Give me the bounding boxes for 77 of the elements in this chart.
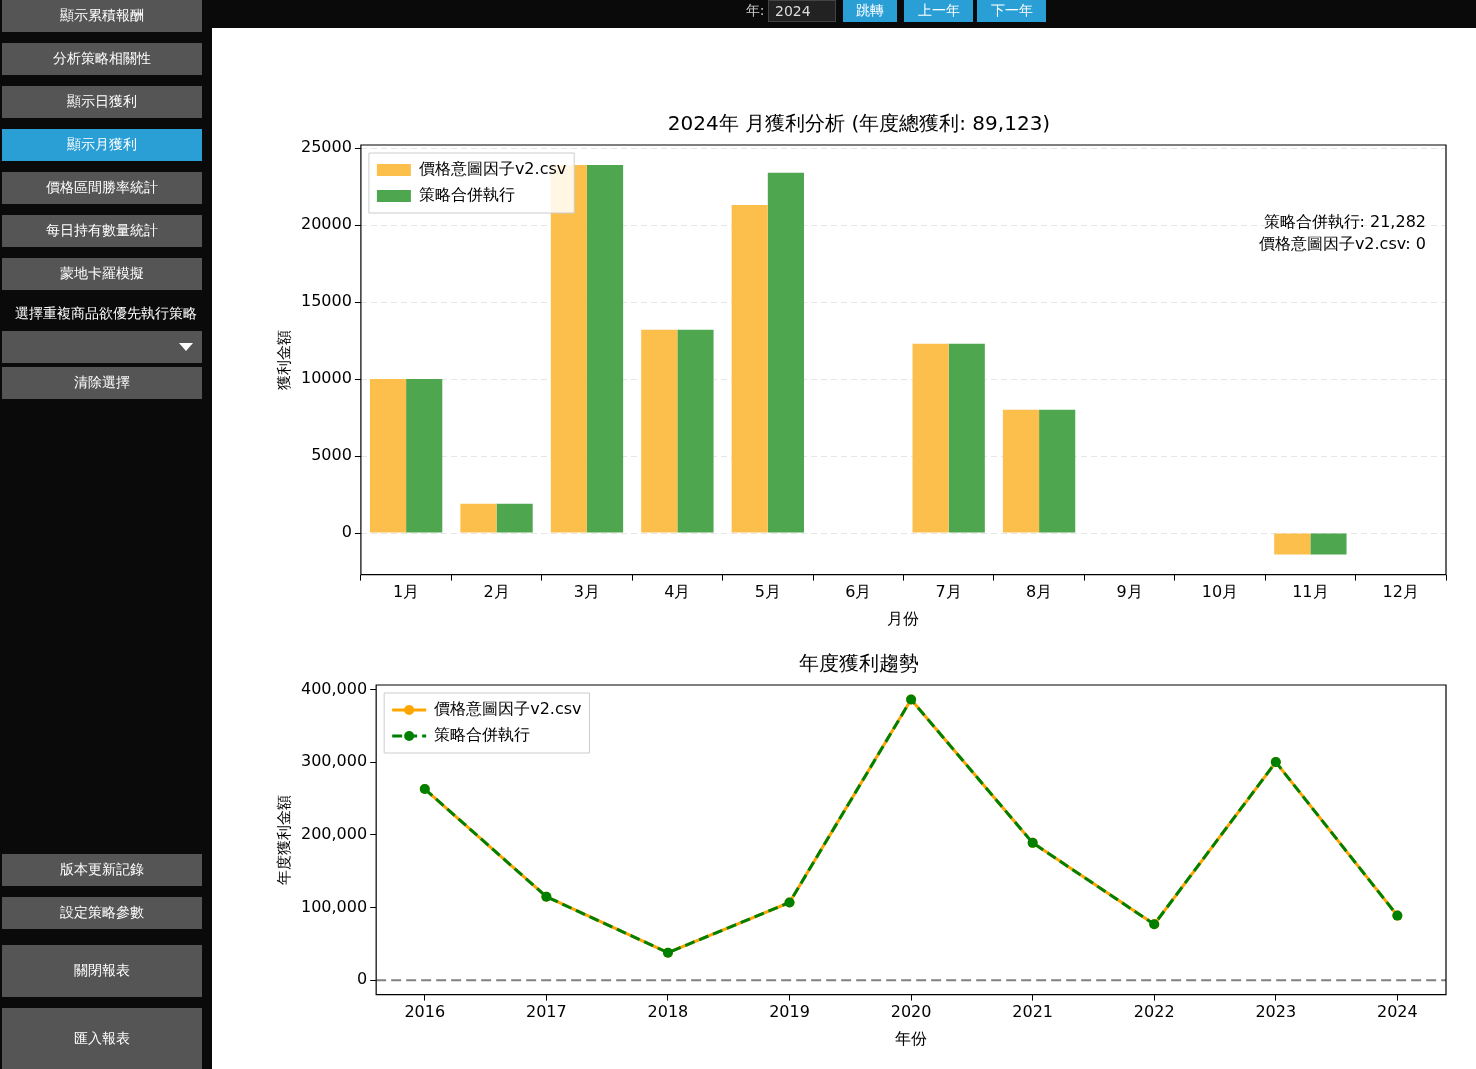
x-tick-label: 8月 xyxy=(1025,582,1053,602)
y-axis-title: 年度獲利金額 xyxy=(274,794,293,885)
y-tick-label: 0 xyxy=(341,522,352,542)
bar xyxy=(369,379,407,533)
text: 下一年 xyxy=(990,2,1033,20)
x-axis-title: 年份 xyxy=(895,1028,928,1048)
text: 選擇重複商品欲優先執行策略 xyxy=(15,305,197,323)
y-tick-label: 100,000 xyxy=(300,896,368,916)
text: 顯示累積報酬 xyxy=(60,7,144,25)
x-tick-label: 11月 xyxy=(1292,582,1329,602)
x-tick-label: 2016 xyxy=(404,1002,446,1022)
bar xyxy=(1002,409,1040,533)
y-tick-label: 0 xyxy=(356,969,368,989)
x-tick-label: 2023 xyxy=(1255,1002,1297,1022)
y-axis-title: 獲利金額 xyxy=(274,329,293,390)
text: 顯示月獲利 xyxy=(67,136,137,154)
chart-title: 2024年 月獲利分析 (年度總獲利: 89,123) xyxy=(667,111,1051,136)
bar xyxy=(460,503,497,533)
bar xyxy=(1310,533,1347,555)
text: 蒙地卡羅模擬 xyxy=(60,265,144,283)
x-tick-label: 10月 xyxy=(1201,582,1239,602)
text: 上一年 xyxy=(917,2,960,20)
legend-label: 價格意圖因子v2.csv xyxy=(434,699,582,719)
x-tick-label: 6月 xyxy=(845,582,872,602)
x-axis-title: 月份 xyxy=(887,608,920,628)
text: 價格區間勝率統計 xyxy=(46,179,158,197)
bar xyxy=(677,329,714,533)
y-tick-label: 20000 xyxy=(300,214,352,234)
x-tick-label: 2020 xyxy=(890,1002,932,1022)
annotation: 策略合併執行: 21,282 xyxy=(1263,212,1426,232)
y-tick-label: 200,000 xyxy=(300,824,368,844)
x-tick-label: 7月 xyxy=(935,582,962,602)
x-tick-label: 2017 xyxy=(526,1002,567,1022)
bar xyxy=(641,329,678,533)
x-tick-label: 5月 xyxy=(754,582,781,602)
annotation: 價格意圖因子v2.csv: 0 xyxy=(1258,234,1426,254)
legend-label: 價格意圖因子v2.csv xyxy=(418,159,567,179)
x-tick-label: 2024 xyxy=(1377,1002,1418,1022)
text: 關閉報表 xyxy=(74,962,130,980)
bar xyxy=(731,205,768,533)
text: 匯入報表 xyxy=(74,1029,130,1048)
chart-title: 年度獲利趨勢 xyxy=(799,651,919,676)
y-tick-label: 400,000 xyxy=(300,678,368,698)
x-tick-label: 2月 xyxy=(483,582,510,602)
text: 跳轉 xyxy=(856,2,884,20)
bar xyxy=(1039,409,1076,533)
bar xyxy=(406,379,443,533)
bar xyxy=(496,503,533,533)
bar xyxy=(948,343,985,533)
x-tick-label: 4月 xyxy=(664,582,691,602)
bar xyxy=(912,343,949,533)
x-tick-label: 2019 xyxy=(769,1002,810,1022)
x-tick-label: 12月 xyxy=(1382,582,1419,602)
text: 清除選擇 xyxy=(74,374,130,392)
x-tick-label: 2021 xyxy=(1012,1002,1054,1022)
x-tick-label: 1月 xyxy=(393,582,420,602)
text: 每日持有數量統計 xyxy=(46,222,158,240)
y-tick-label: 15000 xyxy=(300,291,352,311)
y-tick-label: 25000 xyxy=(300,137,352,157)
bar xyxy=(767,172,804,533)
text: 顯示日獲利 xyxy=(67,93,137,111)
x-tick-label: 2022 xyxy=(1133,1002,1175,1022)
x-tick-label: 3月 xyxy=(573,582,601,602)
y-tick-label: 10000 xyxy=(300,368,352,388)
bar xyxy=(586,165,624,533)
text: 2024 xyxy=(775,3,811,19)
text: 分析策略相關性 xyxy=(53,50,151,68)
bar xyxy=(1274,533,1311,555)
x-tick-label: 9月 xyxy=(1116,582,1143,602)
text: 設定策略參數 xyxy=(60,904,144,922)
text: 年: xyxy=(745,2,765,20)
x-tick-label: 2018 xyxy=(647,1002,689,1022)
legend-label: 策略合併執行 xyxy=(434,725,531,745)
legend-label: 策略合併執行 xyxy=(418,185,515,205)
y-tick-label: 5000 xyxy=(311,445,352,465)
y-tick-label: 300,000 xyxy=(300,751,368,771)
text: 版本更新記錄 xyxy=(60,861,144,879)
